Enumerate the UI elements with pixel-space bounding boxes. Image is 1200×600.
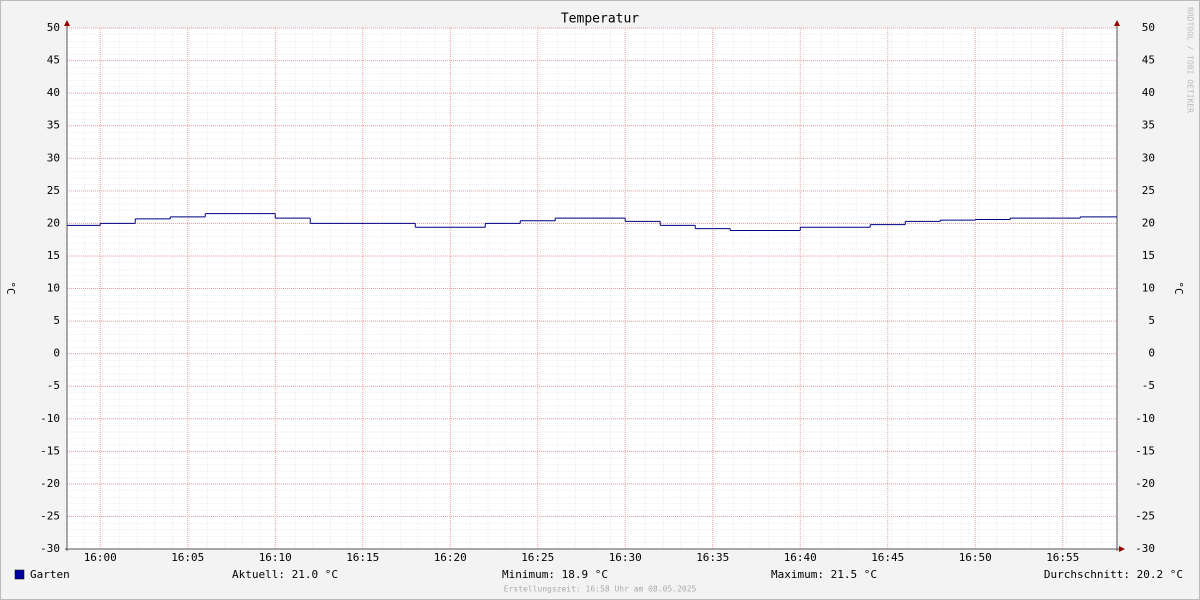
y-tick-label: 0 — [53, 347, 60, 360]
y-tick-label: -20 — [40, 477, 60, 490]
legend-label: Garten — [30, 568, 70, 581]
y2-tick-label: -25 — [1135, 509, 1155, 522]
x-tick-label: 16:20 — [434, 551, 467, 564]
y-tick-label: 25 — [47, 184, 60, 197]
y-tick-label: -30 — [40, 542, 60, 555]
y2-tick-label: -15 — [1135, 444, 1155, 457]
y-tick-label: -10 — [40, 412, 60, 425]
y2-tick-label: 35 — [1142, 119, 1155, 132]
x-tick-label: 16:00 — [84, 551, 117, 564]
x-tick-label: 16:15 — [346, 551, 379, 564]
stat-current: Aktuell: 21.0 °C — [232, 568, 338, 581]
y2-tick-label: 15 — [1142, 249, 1155, 262]
y-tick-label: 30 — [47, 151, 60, 164]
y2-tick-label: 10 — [1142, 282, 1155, 295]
y2-tick-label: -10 — [1135, 412, 1155, 425]
legend-swatch — [14, 569, 25, 580]
x-tick-label: 16:25 — [521, 551, 554, 564]
y-axis-label: °C — [4, 281, 17, 294]
x-tick-label: 16:05 — [171, 551, 204, 564]
arrow — [1114, 20, 1120, 26]
x-tick-label: 16:55 — [1046, 551, 1079, 564]
y2-tick-label: 45 — [1142, 54, 1155, 67]
y-tick-label: 15 — [47, 249, 60, 262]
x-tick-label: 16:30 — [609, 551, 642, 564]
x-tick-label: 16:45 — [871, 551, 904, 564]
arrow — [1119, 546, 1125, 552]
y-tick-label: 40 — [47, 86, 60, 99]
footer: Erstellungszeit: 16:58 Uhr am 08.05.2025 — [504, 585, 697, 594]
chart-title: Temperatur — [561, 12, 639, 27]
y-tick-label: 35 — [47, 119, 60, 132]
stat-min: Minimum: 18.9 °C — [502, 568, 608, 581]
y-tick-label: -25 — [40, 509, 60, 522]
y2-tick-label: -5 — [1142, 379, 1155, 392]
y2-tick-label: 5 — [1148, 314, 1155, 327]
y2-tick-label: 0 — [1148, 347, 1155, 360]
y2-tick-label: 20 — [1142, 216, 1155, 229]
watermark: RRDTOOL / TOBI OETIKER — [1186, 7, 1195, 113]
y2-tick-label: 30 — [1142, 151, 1155, 164]
y2-axis-label: °C — [1172, 281, 1185, 294]
stat-avg: Durchschnitt: 20.2 °C — [1044, 568, 1183, 581]
y-tick-label: 10 — [47, 282, 60, 295]
x-tick-label: 16:40 — [784, 551, 817, 564]
y-tick-label: 45 — [47, 54, 60, 67]
x-tick-label: 16:50 — [959, 551, 992, 564]
y-tick-label: 5 — [53, 314, 60, 327]
x-tick-label: 16:35 — [696, 551, 729, 564]
y2-tick-label: 50 — [1142, 21, 1155, 34]
y-tick-label: 50 — [47, 21, 60, 34]
y2-tick-label: 25 — [1142, 184, 1155, 197]
x-tick-label: 16:10 — [259, 551, 292, 564]
arrow — [64, 20, 70, 26]
y-tick-label: 20 — [47, 216, 60, 229]
y2-tick-label: -30 — [1135, 542, 1155, 555]
y-tick-label: -5 — [47, 379, 60, 392]
stat-max: Maximum: 21.5 °C — [771, 568, 877, 581]
y-tick-label: -15 — [40, 444, 60, 457]
y2-tick-label: 40 — [1142, 86, 1155, 99]
y2-tick-label: -20 — [1135, 477, 1155, 490]
